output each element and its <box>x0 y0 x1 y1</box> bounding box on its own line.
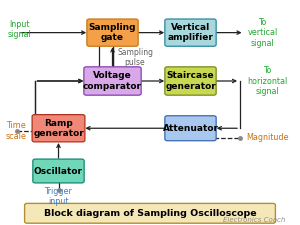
FancyBboxPatch shape <box>165 19 216 46</box>
FancyBboxPatch shape <box>165 116 216 141</box>
Text: Time
scale: Time scale <box>6 121 27 141</box>
FancyBboxPatch shape <box>32 115 85 142</box>
Text: Sampling
gate: Sampling gate <box>89 23 136 42</box>
Text: To
horizontal
signal: To horizontal signal <box>248 66 288 96</box>
FancyBboxPatch shape <box>87 19 138 46</box>
Text: Sampling
pulse: Sampling pulse <box>117 48 153 67</box>
Text: Trigger
input: Trigger input <box>45 187 72 206</box>
Text: Ramp
generator: Ramp generator <box>33 119 84 138</box>
Text: Voltage
comparator: Voltage comparator <box>83 71 142 91</box>
Text: Vertical
amplifier: Vertical amplifier <box>168 23 213 42</box>
Text: To
vertical
signal: To vertical signal <box>248 18 278 47</box>
FancyBboxPatch shape <box>84 67 141 95</box>
Text: Electronics Coach: Electronics Coach <box>223 217 285 223</box>
Text: Input
signal: Input signal <box>8 20 31 39</box>
FancyBboxPatch shape <box>25 203 275 223</box>
Text: Staircase
generator: Staircase generator <box>165 71 216 91</box>
FancyBboxPatch shape <box>165 67 216 95</box>
Text: Magnitude: Magnitude <box>246 133 289 142</box>
Text: Attenuator: Attenuator <box>163 124 218 133</box>
Text: Oscillator: Oscillator <box>34 166 83 176</box>
FancyBboxPatch shape <box>33 159 84 183</box>
Text: Block diagram of Sampling Oscilloscope: Block diagram of Sampling Oscilloscope <box>44 209 256 218</box>
